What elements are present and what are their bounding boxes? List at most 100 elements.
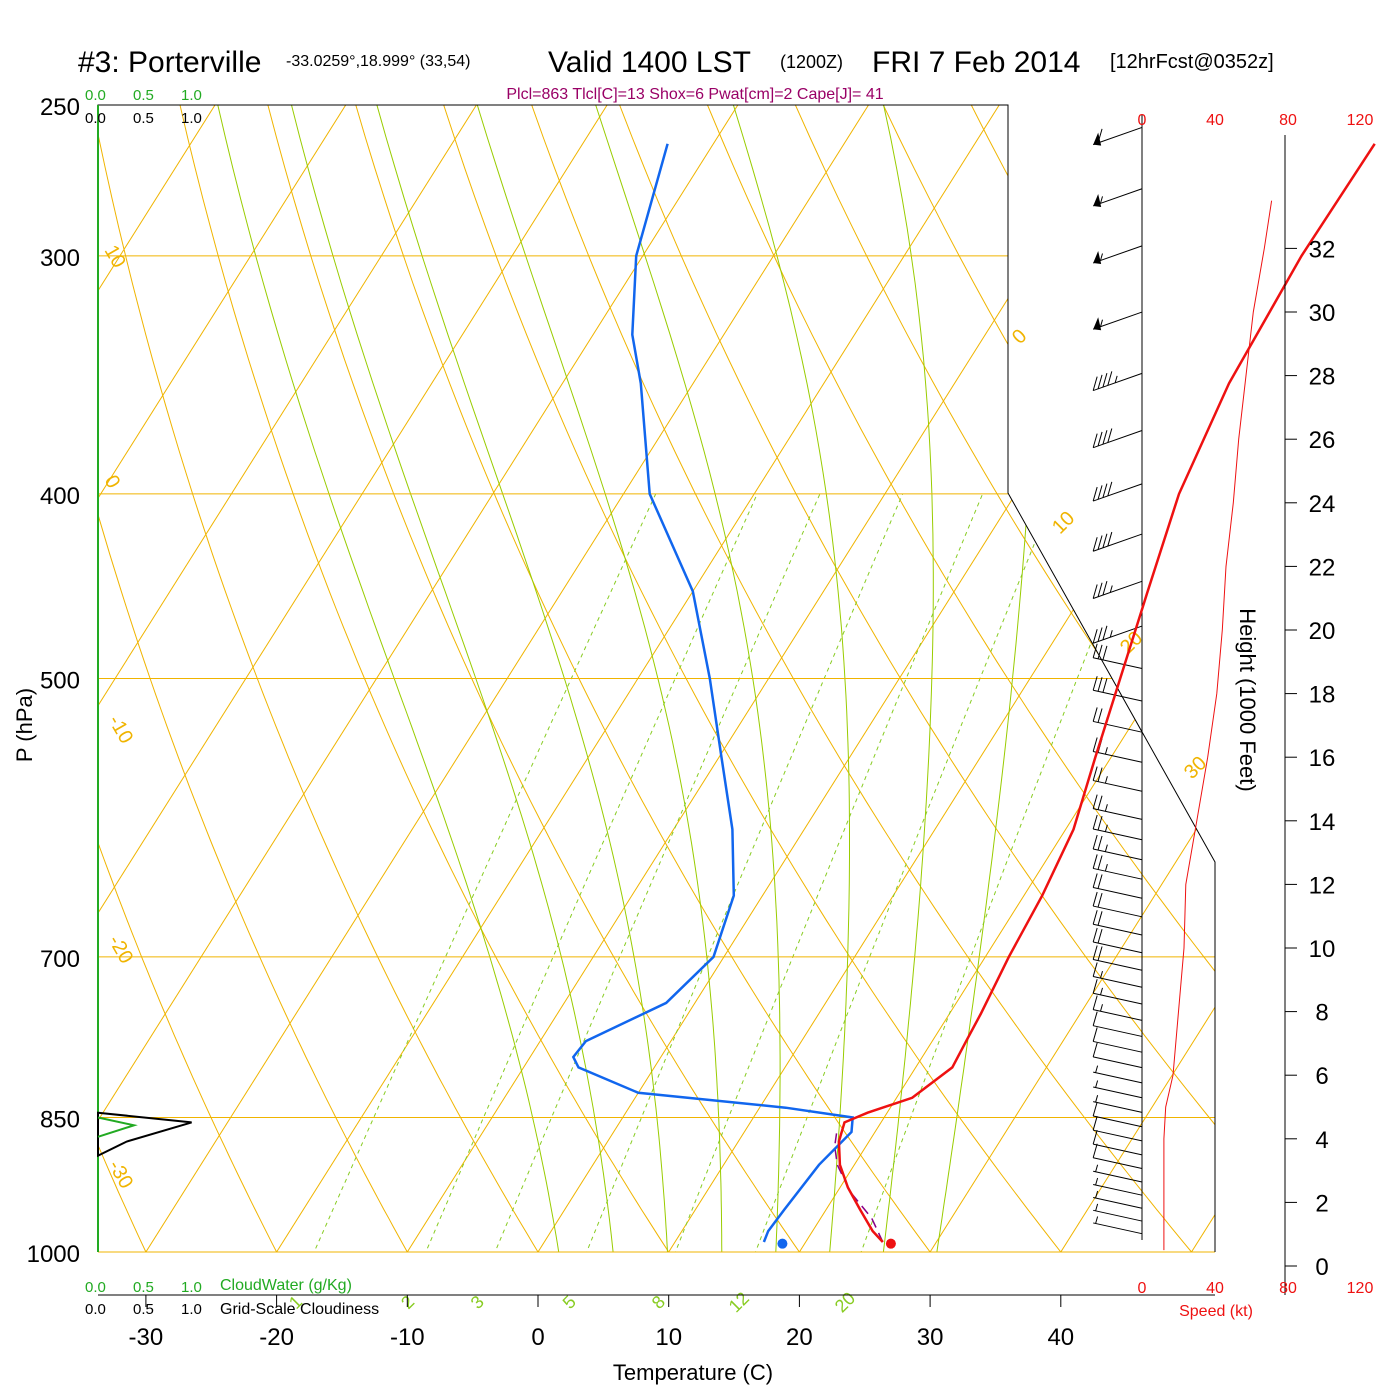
mixing-ratio-line	[570, 494, 902, 1293]
isotherm-label: -30	[104, 1157, 138, 1193]
dry-adiabat	[79, 36, 563, 1292]
valid-date: FRI 7 Feb 2014	[872, 46, 1080, 79]
valid-time: Valid 1400 LST	[548, 46, 751, 79]
wind-barb	[1093, 1116, 1142, 1141]
cloudiness-tick-bottom: 0.5	[133, 1301, 154, 1318]
isotherm-line	[905, 36, 1400, 1292]
dewpoint-trace	[573, 144, 852, 1242]
isotherm-line	[1166, 36, 1400, 1292]
height-tick-label: 32	[1309, 236, 1336, 263]
height-axis-title: Height (1000 Feet)	[1235, 608, 1260, 791]
isotherm-line	[0, 36, 258, 1292]
wind-barb	[1093, 581, 1142, 598]
isotherm-label: 10	[100, 242, 130, 272]
parcel-trace	[835, 1130, 883, 1242]
height-tick-label: 4	[1315, 1127, 1328, 1154]
height-tick-label: 0	[1315, 1254, 1328, 1281]
temperature-tick-label: 20	[786, 1324, 813, 1351]
wind-barb	[1093, 892, 1142, 917]
dry-adiabat	[508, 36, 1225, 1292]
dry-adiabat	[1023, 36, 1400, 1292]
cloudiness-tick-bottom: 1.0	[181, 1301, 202, 1318]
pressure-tick-label: 400	[40, 483, 80, 510]
pressure-tick-label: 250	[40, 94, 80, 121]
wind-barb	[1093, 928, 1142, 953]
wind-barb	[1093, 1095, 1142, 1112]
y-axis-title: P (hPa)	[12, 688, 37, 762]
wind-barb	[1093, 1144, 1142, 1169]
speed-tick-top: 120	[1347, 112, 1374, 129]
height-tick-label: 10	[1309, 936, 1336, 963]
x-axis-title: Temperature (C)	[613, 1360, 773, 1385]
moist-adiabat	[457, 36, 722, 1292]
mixing-ratio-line	[660, 494, 983, 1293]
temperature-tick-label: -20	[259, 1324, 294, 1351]
temperature-tick-label: -30	[129, 1324, 164, 1351]
wind-barb	[1093, 189, 1142, 207]
mixing-ratio-line	[478, 494, 820, 1293]
speed-tick-top: 0	[1138, 112, 1147, 129]
wind-barb	[1093, 1066, 1142, 1083]
mixing-ratio-line	[296, 494, 655, 1293]
wind-barb	[1093, 795, 1142, 820]
height-tick-label: 22	[1309, 554, 1336, 581]
wind-barb	[1093, 815, 1142, 840]
wind-barb	[1093, 1102, 1142, 1127]
surface-temperature-dot	[886, 1239, 896, 1249]
speed-scale-bottom: 0 40 80 120 Speed (kt)	[1138, 1280, 1374, 1320]
cloudwater-tick-bottom: 0.0	[85, 1279, 106, 1296]
height-tick-label: 6	[1315, 1063, 1328, 1090]
cloudiness-tick-bottom: 0.0	[85, 1301, 106, 1318]
surface-dewpoint-dot	[777, 1239, 787, 1249]
wind-barb	[1093, 371, 1142, 390]
wind-barb	[1093, 835, 1142, 860]
isotherm-label: -20	[104, 932, 138, 968]
cloudiness-profile	[98, 1113, 192, 1156]
mixing-ratio-line	[409, 494, 758, 1293]
moist-adiabat	[203, 36, 565, 1292]
speed-scale-top: 0 40 80 120	[1138, 112, 1374, 129]
wind-barb	[1093, 1081, 1142, 1098]
mixing-ratio-line	[740, 494, 1055, 1293]
wind-barb	[1093, 312, 1142, 330]
dry-adiabat	[766, 36, 1400, 1292]
speed-axis-label: Speed (kt)	[1179, 1303, 1253, 1320]
isotherm-label: 10	[1048, 507, 1079, 538]
height-tick-label: 24	[1309, 491, 1336, 518]
pressure-tick-label: 850	[40, 1107, 80, 1134]
cloudwater-tick-top: 1.0	[181, 87, 202, 104]
height-tick-label: 12	[1309, 872, 1336, 899]
cloudwater-tick-bottom: 0.5	[133, 1279, 154, 1296]
moist-adiabat	[358, 36, 669, 1292]
isotherm-label: -10	[104, 712, 138, 748]
mixing-ratio-label: 12	[725, 1288, 753, 1316]
isotherm-line	[120, 36, 912, 1292]
wind-barb	[1093, 945, 1142, 970]
station-coords: -33.0259°,18.999° (33,54)	[286, 53, 470, 70]
cloud-scale-bottom: 0.0 0.5 1.0 CloudWater (g/Kg) 0.0 0.5 1.…	[85, 1277, 379, 1318]
cloudiness-tick-top: 0.5	[133, 110, 154, 127]
speed-tick-bottom: 0	[1138, 1280, 1147, 1297]
dry-adiabat	[0, 36, 430, 1292]
cloudiness-tick-top: 1.0	[181, 110, 202, 127]
pressure-tick-label: 1000	[27, 1241, 80, 1268]
height-tick-label: 28	[1309, 364, 1336, 391]
wind-barb	[1093, 127, 1142, 145]
valid-zulu: (1200Z)	[780, 52, 843, 72]
cloudwater-tick-top: 0.5	[133, 87, 154, 104]
cloudwater-tick-top: 0.0	[85, 87, 106, 104]
dry-adiabat	[0, 36, 298, 1292]
indices-line: Plcl=863 Tlcl[C]=13 Shox=6 Pwat[cm]=2 Ca…	[506, 86, 883, 103]
temperature-tick-label: 0	[531, 1324, 544, 1351]
wind-barb	[1093, 532, 1142, 551]
speed-tick-top: 80	[1279, 112, 1297, 129]
isotherm-line	[0, 36, 781, 1292]
dry-adiabat	[680, 36, 1400, 1292]
dry-adiabat	[337, 36, 961, 1292]
height-tick-label: 18	[1309, 682, 1336, 709]
isotherm-line	[0, 36, 389, 1292]
speed-tick-bottom: 40	[1206, 1280, 1224, 1297]
height-tick-label: 20	[1309, 618, 1336, 645]
